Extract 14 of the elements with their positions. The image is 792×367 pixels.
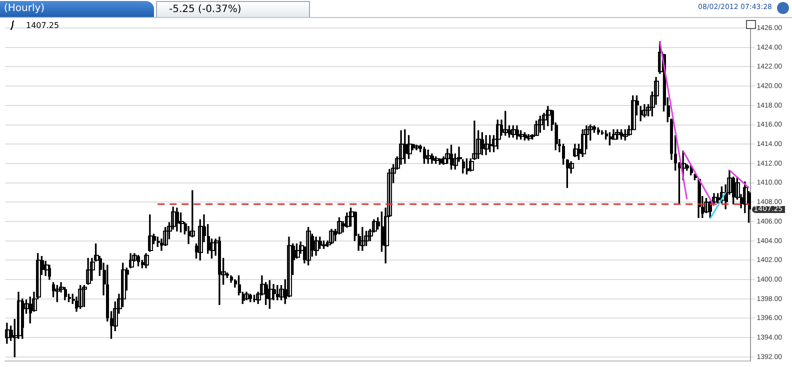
- annotation: 1407.25: [26, 21, 60, 30]
- candlestick: [511, 125, 516, 138]
- candlestick: [90, 258, 95, 281]
- candlestick: [5, 322, 10, 344]
- candlestick: [144, 253, 149, 268]
- candlestick: [86, 258, 91, 285]
- candlestick: [329, 228, 334, 244]
- candlestick: [314, 236, 319, 256]
- chart-subtitle: -5.25 (-0.37%): [156, 1, 310, 17]
- candlestick: [426, 150, 431, 164]
- candlestick: [642, 104, 647, 118]
- candlestick: [484, 135, 489, 156]
- chart-title: (Hourly): [0, 1, 154, 17]
- candlestick: [129, 253, 134, 268]
